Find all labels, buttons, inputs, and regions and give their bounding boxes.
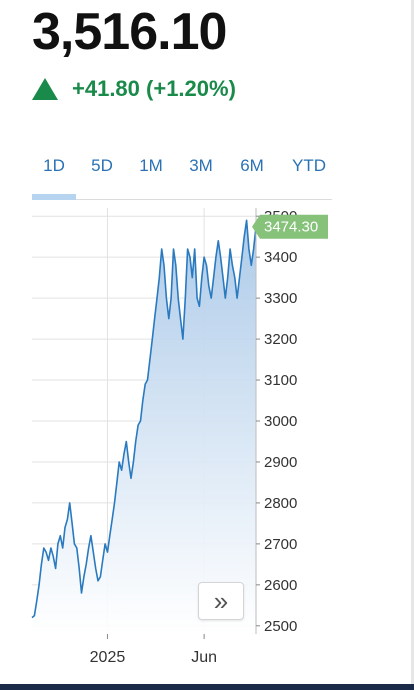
price-change: +41.80 (+1.20%) (32, 76, 236, 102)
tab-5d[interactable]: 5D (91, 156, 113, 175)
last-price-badge-shape (252, 214, 328, 239)
bottom-nav-bar (0, 684, 414, 690)
y-tick-label: 2700 (264, 536, 297, 553)
tab-1m[interactable]: 1M (139, 156, 163, 175)
price-line (31, 219, 257, 619)
price-area (32, 220, 256, 635)
tab-6m[interactable]: 6M (240, 156, 264, 175)
tabs-divider (32, 199, 332, 200)
tab-ytd[interactable]: YTD (292, 156, 326, 175)
y-tick-label: 2900 (264, 454, 297, 471)
tab-3m[interactable]: 3M (189, 156, 213, 175)
y-tick-label: 3300 (264, 290, 297, 307)
x-tick-label: 2025 (90, 649, 126, 666)
last-price-label: 3474.30 (264, 219, 318, 236)
x-tick-label: Jun (191, 649, 217, 666)
y-tick-label: 3200 (264, 331, 297, 348)
selected-tab-indicator (32, 194, 76, 200)
up-arrow-icon (32, 78, 58, 100)
y-tick-label: 3100 (264, 372, 297, 389)
change-text: +41.80 (+1.20%) (72, 76, 236, 101)
y-tick-label: 2800 (264, 495, 297, 512)
time-range-tabs: 1D 5D 1M 3M 6M YTD (32, 150, 332, 202)
tab-1d[interactable]: 1D (43, 156, 65, 175)
x-axis-ticks: 2025 Jun (90, 634, 217, 666)
double-chevron-right-icon: » (213, 585, 229, 616)
y-tick-label: 3000 (264, 413, 297, 430)
y-axis-ticks: 2500 2600 2700 2800 2900 3000 3100 3200 3300 3400… (256, 208, 297, 635)
y-tick-label: 2600 (264, 577, 297, 594)
expand-chart-button[interactable]: » (198, 582, 244, 620)
price-chart[interactable]: 2500 2600 2700 2800 2900 3000 3100 3200 3300 3400… (0, 200, 414, 680)
y-tick-label: 3400 (264, 249, 297, 266)
price-value: 3,516.10 (32, 3, 227, 61)
last-price-badge: 3474.30 (252, 214, 328, 239)
y-tick-label: 2500 (264, 618, 297, 635)
screen-edge (411, 0, 414, 684)
